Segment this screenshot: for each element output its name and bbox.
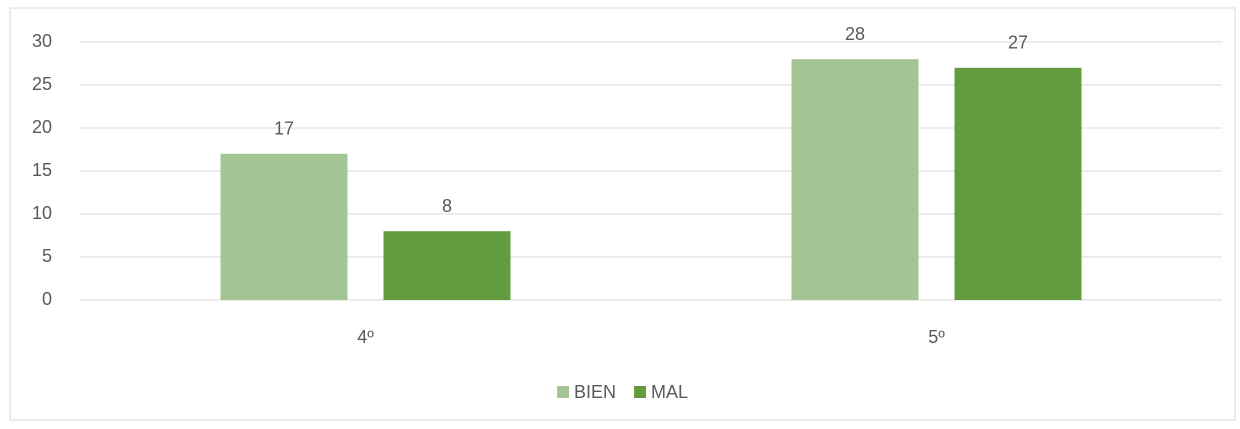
bar [220, 153, 348, 300]
bar [383, 231, 511, 300]
legend-swatch [634, 386, 647, 398]
y-tick-label: 20 [32, 117, 52, 137]
y-tick-label: 5 [42, 246, 52, 266]
bar [954, 67, 1082, 300]
data-label: 28 [845, 24, 865, 44]
bar [791, 59, 919, 301]
legend-label: MAL [651, 382, 688, 402]
data-label: 8 [442, 196, 452, 216]
data-label: 27 [1008, 33, 1028, 53]
legend-label: BIEN [574, 382, 616, 402]
y-tick-label: 25 [32, 74, 52, 94]
y-tick-label: 10 [32, 203, 52, 223]
y-tick-label: 0 [42, 289, 52, 309]
data-label: 17 [274, 119, 294, 139]
y-tick-label: 15 [32, 160, 52, 180]
legend-swatch [557, 386, 569, 398]
x-tick-label: 5º [928, 327, 945, 347]
y-tick-label: 30 [32, 31, 52, 51]
x-tick-label: 4º [357, 327, 374, 347]
